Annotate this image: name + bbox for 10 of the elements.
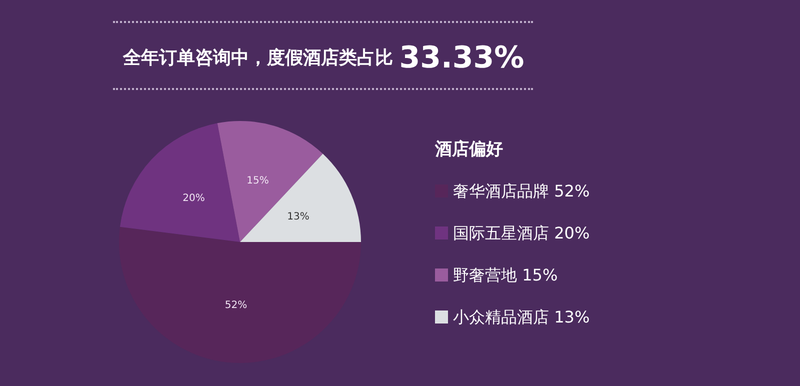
data-label: 20%	[182, 193, 205, 204]
data-label: 15%	[246, 176, 269, 187]
chart-title: 全年订单咨询中，度假酒店类占比 33.33%	[122, 40, 524, 76]
legend-label: 奢华酒店品牌 52%	[453, 182, 590, 200]
legend-title: 酒店偏好	[434, 140, 503, 160]
legend-label: 小众精品酒店 13%	[453, 308, 590, 326]
legend-label: 野奢营地 15%	[453, 266, 558, 284]
data-label: 13%	[287, 211, 310, 222]
legend-label: 国际五星酒店 20%	[453, 224, 590, 242]
data-label: 52%	[224, 300, 248, 311]
